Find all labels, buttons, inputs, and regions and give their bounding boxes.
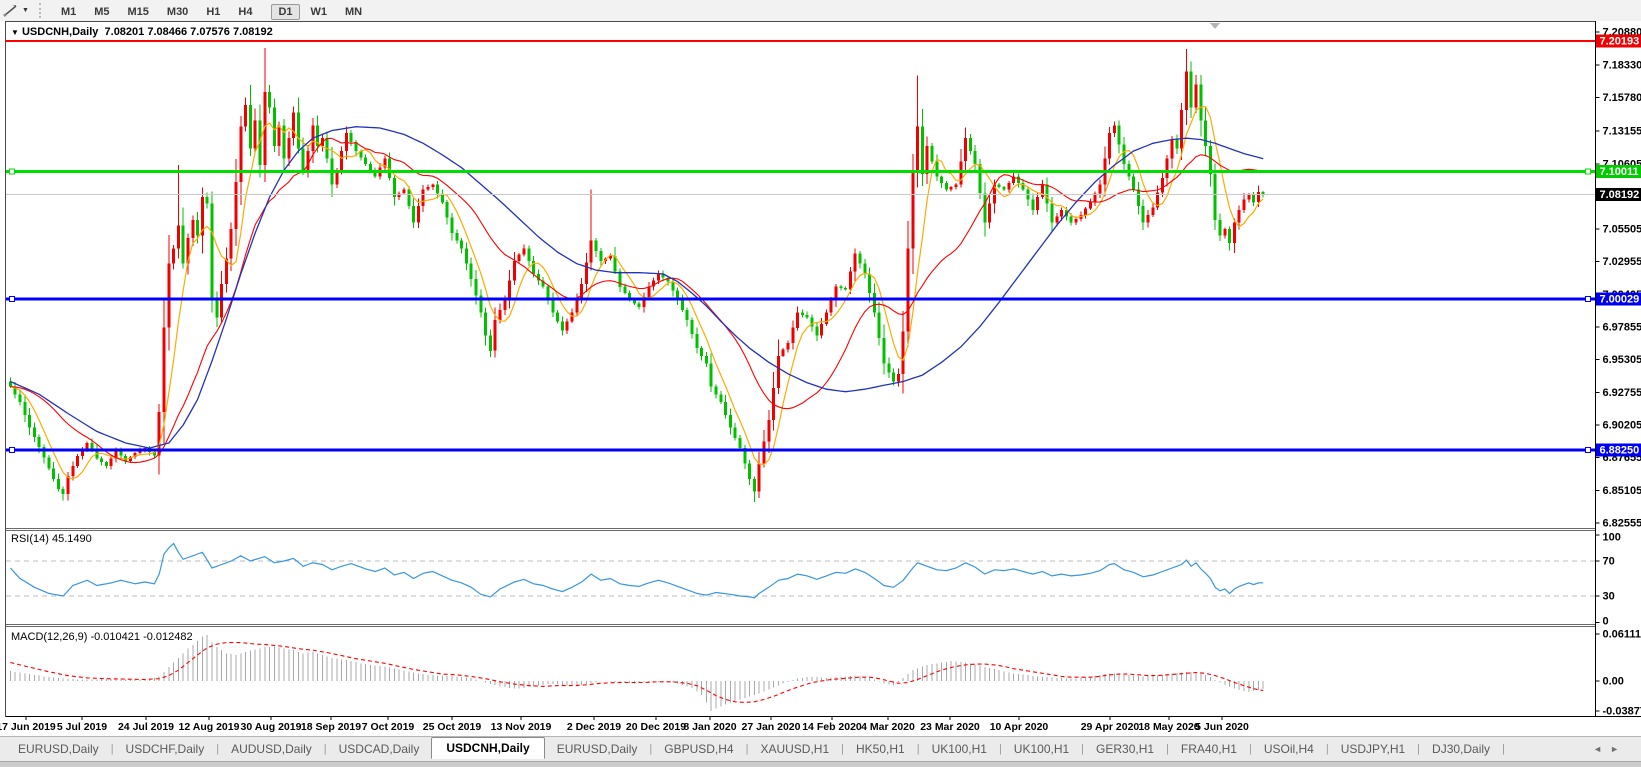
rsi-tick-label: 30 [1603,591,1615,603]
date-tick-label: 29 Apr 2020 [1081,721,1140,733]
timeframe-button-h4[interactable]: H4 [231,4,259,20]
hline-handle[interactable] [1586,297,1591,302]
macd-indicator-label: MACD(12,26,9) -0.010421 -0.012482 [11,631,193,643]
chart-symbol: USDCNH,Daily [22,26,98,38]
chart-canvas[interactable]: 7.208807.183307.157807.131557.106057.080… [0,21,1641,737]
price-badge-7.08192: 7.08192 [1600,189,1640,201]
chart-tab-xauusd-h1[interactable]: XAUUSD,H1 [748,739,841,759]
macd-tick-label: 0.00 [1603,676,1624,688]
price-axis[interactable]: 7.208807.183307.157807.131557.106057.080… [1596,27,1641,718]
date-tick-label: 18 May 2020 [1138,721,1199,733]
timeframe-button-h1[interactable]: H1 [199,4,227,20]
date-tick-label: 23 Mar 2020 [920,721,980,733]
date-tick-label: 18 Sep 2019 [301,721,361,733]
status-strip [0,761,1641,767]
price-tick-label: 7.18330 [1603,59,1641,71]
tab-scroll-arrows[interactable]: ◄► [1593,744,1627,754]
timeframe-button-m15[interactable]: M15 [121,4,156,20]
chart-tab-bar: EURUSD,Daily|USDCHF,Daily|AUDUSD,Daily|U… [0,736,1641,761]
price-tick-label: 7.05505 [1603,224,1641,236]
chart-tab-usoil-h4[interactable]: USOil,H4 [1252,739,1326,759]
timeframe-button-m1[interactable]: M1 [54,4,83,20]
date-tick-label: 30 Aug 2019 [241,721,302,733]
date-tick-label: 13 Nov 2019 [491,721,552,733]
timeframe-button-mn[interactable]: MN [338,4,369,20]
price-badge-7.00029: 7.00029 [1600,294,1640,306]
date-tick-label: 10 Apr 2020 [990,721,1049,733]
chart-tab-eurusd-daily[interactable]: EURUSD,Daily [6,739,111,759]
date-tick-label: 4 Mar 2020 [861,721,915,733]
date-tick-label: 27 Jan 2020 [742,721,801,733]
price-tick-label: 6.92755 [1603,387,1641,399]
price-tick-label: 6.97855 [1603,322,1641,334]
macd-tick-label: 0.061119 [1603,629,1641,641]
rsi-tick-label: 70 [1603,556,1615,568]
rsi-tick-label: 100 [1603,532,1621,544]
price-tick-label: 7.15780 [1603,92,1641,104]
price-badge-6.88250: 6.88250 [1600,445,1640,457]
rsi-tick-label: 0 [1603,616,1609,628]
timeframe-button-d1[interactable]: D1 [271,4,299,20]
line-draw-icon[interactable] [2,3,20,18]
chart-tab-uk100-h1[interactable]: UK100,H1 [920,739,999,759]
chart-tab-ger30-h1[interactable]: GER30,H1 [1084,739,1166,759]
chart-tab-hk50-h1[interactable]: HK50,H1 [844,739,917,759]
hline-handle[interactable] [1586,448,1591,453]
chart-tab-dj30-daily[interactable]: DJ30,Daily [1420,739,1502,759]
price-tick-label: 6.90205 [1603,420,1641,432]
timeframe-button-m30[interactable]: M30 [160,4,195,20]
date-tick-label: 24 Jul 2019 [118,721,174,733]
chart-tab-fra40-h1[interactable]: FRA40,H1 [1169,739,1249,759]
date-tick-label: 17 Jun 2019 [0,721,56,733]
date-tick-label: 7 Oct 2019 [362,721,415,733]
chart-tab-usdchf-daily[interactable]: USDCHF,Daily [114,739,217,759]
date-tick-label: 20 Dec 2019 [626,721,686,733]
price-tick-label: 6.82555 [1603,517,1641,529]
chart-tab-uk100-h1[interactable]: UK100,H1 [1002,739,1081,759]
macd-tick-label: -0.038777 [1603,705,1641,717]
hline-handle[interactable] [1586,169,1591,174]
chart-ohlc-quotes: 7.08201 7.08466 7.07576 7.08192 [105,26,273,38]
hline-handle[interactable] [10,297,15,302]
date-tick-label: 25 Oct 2019 [423,721,482,733]
price-tick-label: 7.02955 [1603,256,1641,268]
price-badge-7.10011: 7.10011 [1600,166,1639,178]
date-tick-label: 5 Jul 2019 [57,721,107,733]
chart-tab-usdcad-daily[interactable]: USDCAD,Daily [327,739,432,759]
date-tick-label: 8 Jan 2020 [683,721,736,733]
price-tick-label: 6.95305 [1603,354,1641,366]
price-badge-7.20193: 7.20193 [1600,36,1640,48]
rsi-indicator-label: RSI(14) 45.1490 [11,533,92,545]
chart-tab-gbpusd-h4[interactable]: GBPUSD,H4 [652,739,745,759]
chart-tab-usdcnh-daily[interactable]: USDCNH,Daily [431,737,544,759]
tool-dropdown-caret[interactable]: ▼ [22,7,29,14]
date-tick-label: 2 Dec 2019 [567,721,621,733]
price-tick-label: 6.85105 [1603,485,1641,497]
toolbar-grip[interactable] [39,3,46,18]
hline-handle[interactable] [10,169,15,174]
date-tick-label: 14 Feb 2020 [802,721,862,733]
chart-tab-usdjpy-h1[interactable]: USDJPY,H1 [1329,739,1417,759]
price-tick-label: 7.13155 [1603,126,1641,138]
chart-title: ▼ USDCNH,Daily 7.08201 7.08466 7.07576 7… [11,26,273,38]
timeframe-button-m5[interactable]: M5 [87,4,116,20]
date-tick-label: 5 Jun 2020 [1195,721,1249,733]
chart-tab-audusd-daily[interactable]: AUDUSD,Daily [219,739,324,759]
chart-window[interactable]: 7.208807.183307.157807.131557.106057.080… [0,21,1641,737]
hline-handle[interactable] [10,448,15,453]
chart-svg[interactable]: 7.208807.183307.157807.131557.106057.080… [0,21,1641,737]
timeframe-button-w1[interactable]: W1 [304,4,335,20]
tab-separator: | [1502,743,1505,755]
chart-tab-eurusd-daily[interactable]: EURUSD,Daily [545,739,650,759]
date-tick-label: 12 Aug 2019 [179,721,240,733]
